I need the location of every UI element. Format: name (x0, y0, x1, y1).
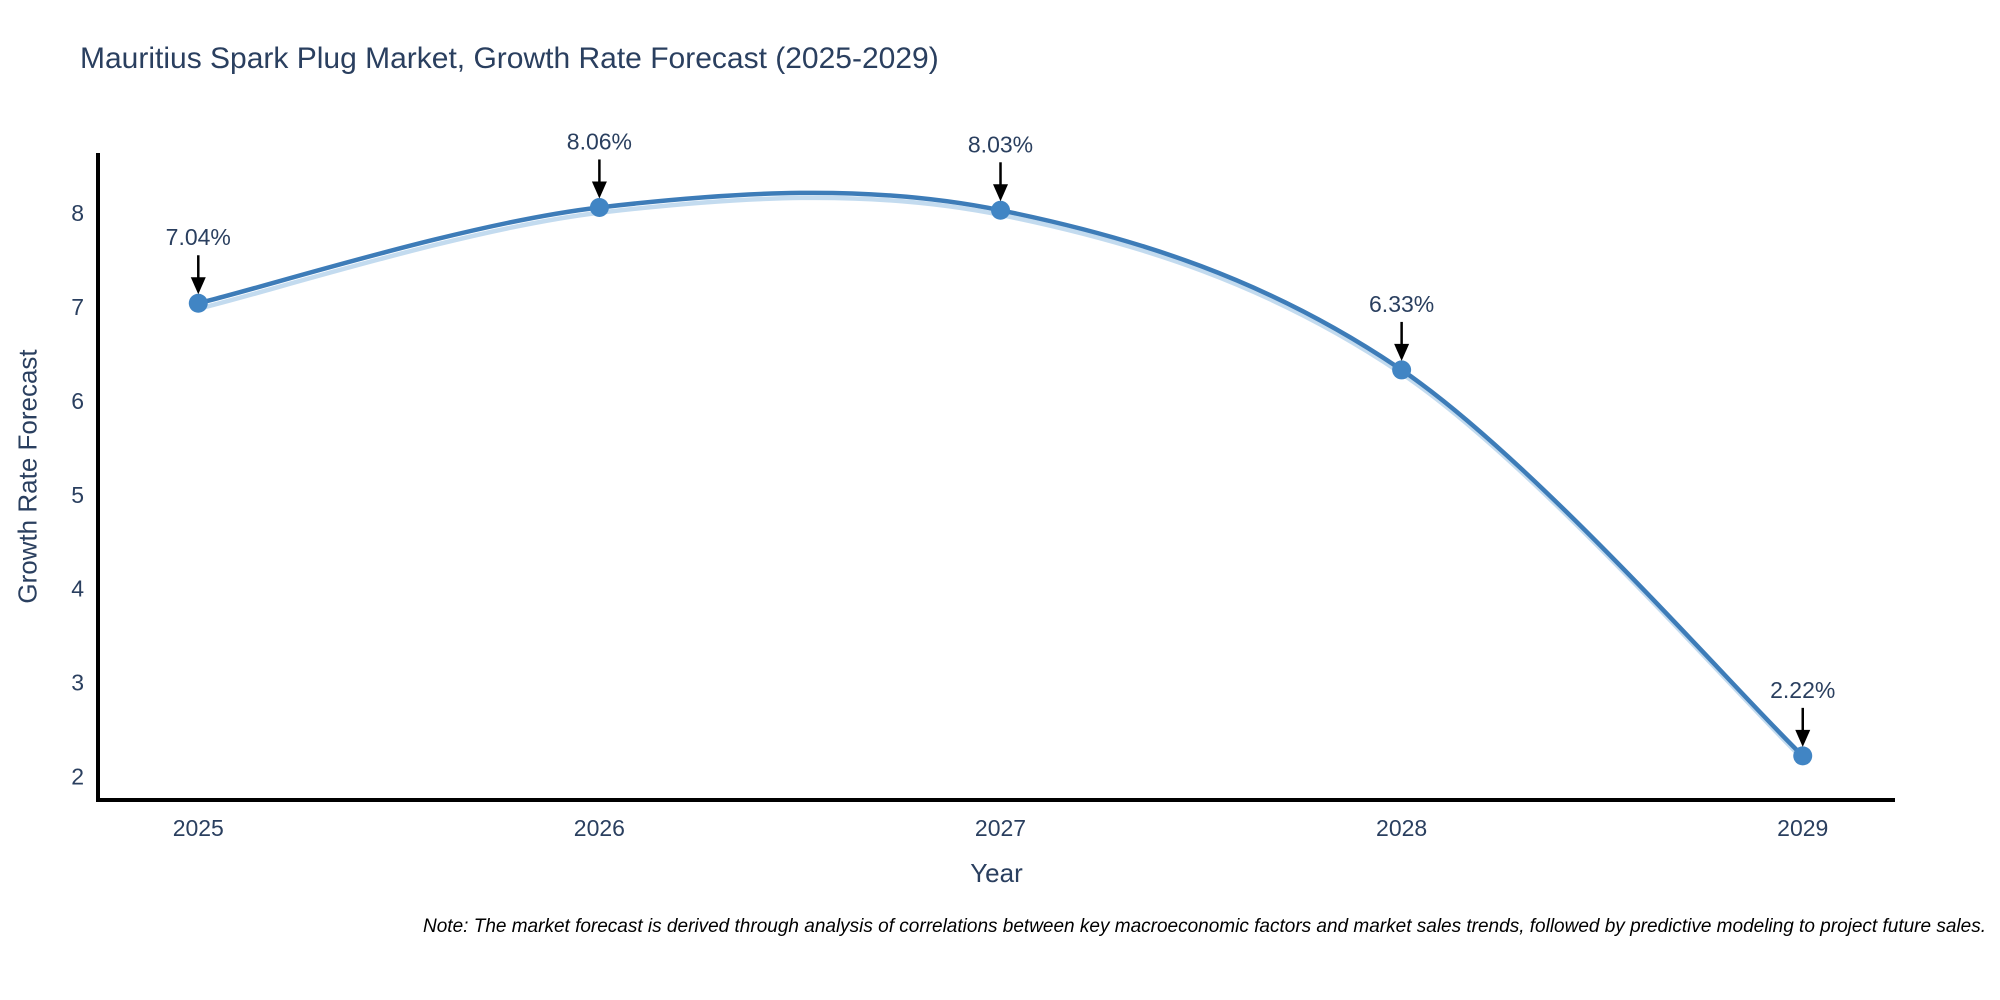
trend-line (196, 190, 1805, 759)
y-axis-tick-label: 2 (71, 764, 84, 790)
annotation-arrow-head (190, 277, 206, 295)
data-point-label: 6.33% (1369, 291, 1434, 317)
annotation-arrow-head (1394, 343, 1410, 361)
y-axis-tick-label: 6 (71, 388, 84, 414)
y-axis-tick-label: 4 (71, 576, 84, 602)
x-axis-tick-label: 2026 (574, 815, 625, 841)
data-point-label: 8.03% (968, 131, 1033, 157)
data-point-marker[interactable] (188, 293, 208, 313)
annotation-arrow-head (591, 181, 607, 199)
trend-line-halo (199, 195, 1807, 763)
x-axis-tick-label: 2025 (173, 815, 224, 841)
data-point-marker[interactable] (589, 197, 609, 217)
x-axis-tick-label: 2028 (1376, 815, 1427, 841)
axis-lines (96, 153, 1895, 802)
data-point-marker[interactable] (1793, 746, 1813, 766)
chart-title: Mauritius Spark Plug Market, Growth Rate… (80, 42, 939, 75)
data-point-marker[interactable] (991, 200, 1011, 220)
x-axis-tick-label: 2027 (975, 815, 1026, 841)
data-point-label: 7.04% (166, 224, 231, 250)
data-point-label: 2.22% (1770, 677, 1835, 703)
annotation-arrow-head (1795, 729, 1811, 747)
y-axis-tick-label: 3 (71, 670, 84, 696)
annotation-arrow-head (993, 184, 1009, 202)
data-point-label: 8.06% (567, 128, 632, 154)
data-point-marker[interactable] (1392, 360, 1412, 380)
footnote: Note: The market forecast is derived thr… (423, 916, 1986, 937)
x-axis-title: Year (970, 858, 1023, 888)
y-axis-tick-label: 8 (71, 200, 84, 226)
y-axis-tick-label: 7 (71, 294, 84, 320)
y-axis-tick-label: 5 (71, 482, 84, 508)
x-axis-tick-label: 2029 (1777, 815, 1828, 841)
